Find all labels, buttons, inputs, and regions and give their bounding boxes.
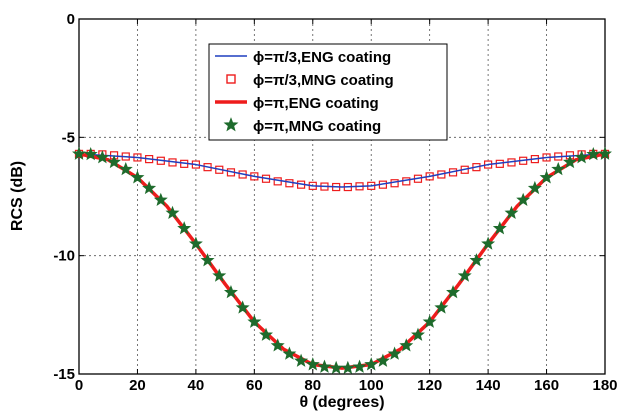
legend-label: ϕ=π,ENG coating [253, 95, 379, 112]
data-point [539, 170, 554, 184]
data-point [282, 346, 297, 360]
y-tick-label: 0 [67, 11, 75, 28]
data-point [83, 147, 98, 161]
y-axis-label: RCS (dB) [9, 161, 26, 231]
x-tick-label: 100 [359, 377, 384, 394]
data-point [457, 268, 472, 282]
x-tick-label: 160 [534, 377, 559, 394]
data-point [598, 146, 612, 160]
data-point [340, 360, 355, 375]
data-point [223, 285, 238, 299]
data-point [294, 353, 309, 367]
series-3 [78, 152, 606, 370]
data-point [574, 150, 589, 164]
data-point [212, 268, 227, 282]
legend-sample-4 [223, 117, 239, 132]
data-point [402, 177, 411, 186]
x-tick-label: 0 [75, 377, 83, 394]
data-point [329, 360, 344, 375]
data-point [422, 314, 437, 328]
data-point [95, 150, 110, 164]
data-point [492, 221, 507, 235]
data-point [130, 170, 145, 184]
y-tick-label: -10 [53, 248, 75, 265]
plot-frame [78, 18, 606, 375]
data-point [551, 161, 566, 176]
data-point [586, 147, 601, 161]
legend: ϕ=π/3,ENG coating ϕ=π/3,MNG coating ϕ=π,EN… [208, 43, 448, 141]
data-point [235, 300, 250, 314]
data-point [107, 154, 122, 169]
data-point [516, 192, 531, 206]
series-4 [72, 146, 612, 375]
data-point [387, 346, 402, 360]
legend-label: ϕ=π/3,ENG coating [253, 49, 391, 66]
data-point [270, 338, 285, 352]
x-tick-label: 60 [246, 377, 263, 394]
legend-marker [223, 117, 239, 132]
series-layer [72, 146, 612, 375]
x-tick-label: 180 [592, 377, 617, 394]
data-point [72, 146, 86, 160]
data-point [469, 253, 484, 267]
data-point [375, 353, 390, 367]
data-point [446, 285, 461, 299]
legend-label: ϕ=π/3,MNG coating [253, 72, 394, 89]
data-point [273, 177, 282, 186]
data-point [247, 314, 262, 328]
x-tick-label: 120 [417, 377, 442, 394]
data-point [142, 180, 157, 195]
legend-label: ϕ=π,MNG coating [253, 118, 381, 135]
data-point [527, 180, 542, 195]
series-2 [74, 149, 610, 192]
data-point [259, 327, 273, 341]
data-point [118, 161, 133, 176]
axis-ticks: 0 20 40 60 80 100 120 140 160 180 0 -5 -10 -15 [53, 11, 617, 394]
x-axis-label: θ (degrees) [299, 394, 384, 411]
data-point [352, 359, 367, 373]
data-point [200, 253, 215, 267]
data-point [562, 154, 577, 169]
series-line [78, 152, 606, 370]
data-point [285, 179, 294, 188]
series-line [78, 153, 606, 188]
legend-sample-2 [226, 74, 236, 84]
data-point [165, 205, 180, 220]
data-point [177, 221, 192, 235]
x-tick-label: 20 [129, 377, 146, 394]
data-point [411, 327, 425, 341]
series-1 [78, 153, 606, 188]
y-tick-label: -15 [53, 366, 75, 383]
data-point [305, 357, 320, 371]
data-point [364, 357, 379, 371]
data-point [434, 300, 449, 314]
y-tick-label: -5 [62, 129, 75, 146]
data-point [504, 205, 519, 220]
x-tick-label: 80 [304, 377, 321, 394]
x-tick-label: 140 [476, 377, 501, 394]
x-tick-label: 40 [188, 377, 205, 394]
data-point [153, 192, 168, 206]
data-point [188, 236, 203, 250]
data-point [399, 338, 414, 352]
data-point [481, 236, 496, 250]
legend-box [208, 43, 448, 141]
legend-marker [226, 74, 236, 84]
data-point [317, 359, 332, 373]
data-point [390, 179, 399, 188]
